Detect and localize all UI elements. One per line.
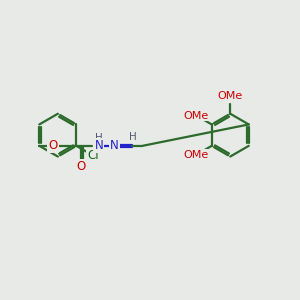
Text: OMe: OMe bbox=[184, 110, 209, 121]
Text: N: N bbox=[94, 139, 103, 152]
Text: OMe: OMe bbox=[184, 150, 209, 160]
Text: H: H bbox=[95, 133, 103, 142]
Text: H: H bbox=[129, 132, 136, 142]
Text: Cl: Cl bbox=[87, 149, 99, 162]
Text: O: O bbox=[76, 160, 86, 173]
Text: OMe: OMe bbox=[218, 91, 243, 101]
Text: N: N bbox=[110, 139, 118, 152]
Text: O: O bbox=[48, 139, 58, 152]
